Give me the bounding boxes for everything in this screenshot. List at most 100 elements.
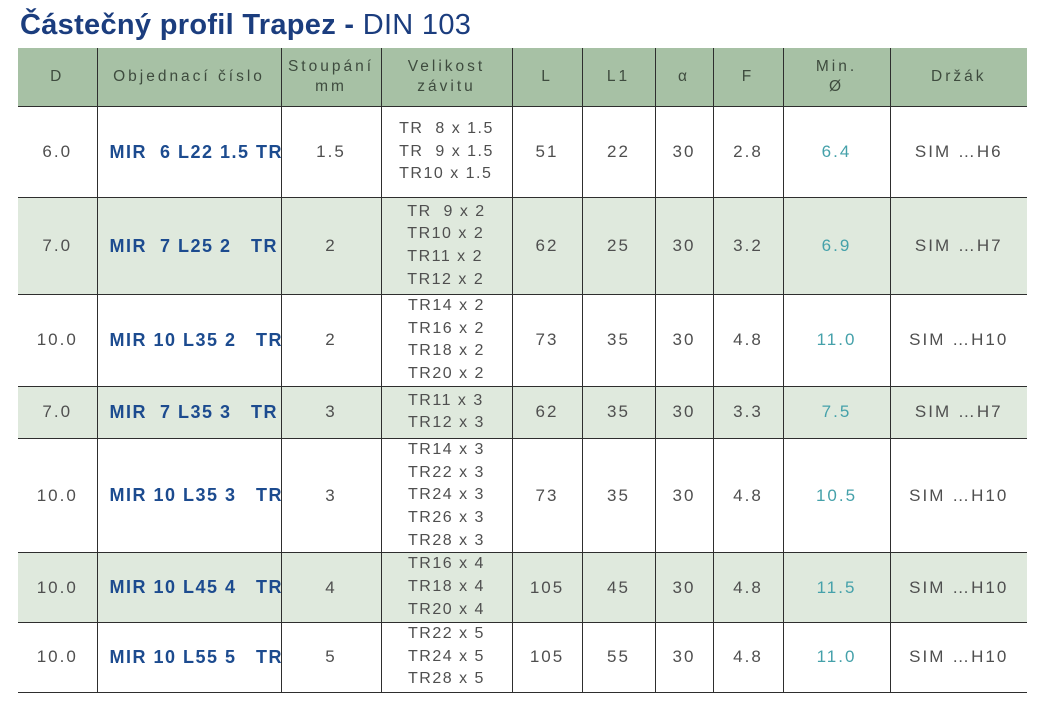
cell-holder: SIM …H10 — [889, 552, 1027, 623]
col-header-alpha: α — [654, 48, 714, 107]
thread-size: TR22 x 3 — [408, 463, 485, 481]
cell-l: 51 — [511, 106, 583, 198]
cell-d: 10.0 — [18, 437, 98, 554]
thread-size-list: TR11 x 3 TR12 x 3 — [408, 390, 485, 435]
cell-order-number: MIR 10 L35 3 TR — [96, 437, 282, 554]
cell-f: 2.8 — [712, 106, 784, 198]
cell-l: 73 — [511, 437, 583, 554]
cell-l1: 22 — [581, 106, 656, 198]
cell-l: 105 — [511, 552, 583, 623]
col-header-min-line1: Min. — [815, 57, 858, 75]
col-header-min-line2: Ø — [828, 78, 845, 95]
cell-l: 62 — [511, 197, 583, 295]
thread-size: TR 8 x 1.5 — [399, 119, 494, 137]
thread-size-list: TR 8 x 1.5 TR 9 x 1.5 TR10 x 1.5 — [399, 118, 494, 186]
cell-min-diameter: 6.9 — [782, 197, 891, 295]
thread-size: TR18 x 4 — [408, 578, 485, 596]
thread-size: TR24 x 3 — [408, 486, 485, 504]
page-title: Částečný profil Trapez - DIN 103 — [20, 9, 1049, 42]
cell-alpha: 30 — [654, 437, 714, 554]
cell-d: 7.0 — [18, 197, 98, 295]
thread-size-list: TR14 x 3 TR22 x 3 TR24 x 3 TR26 x 3 TR28 x 3 — [408, 439, 485, 553]
cell-holder: SIM …H10 — [889, 621, 1027, 693]
cell-thread-sizes: TR16 x 4 TR18 x 4 TR20 x 4 — [380, 552, 513, 623]
col-header-l: L — [511, 48, 583, 107]
cell-thread-sizes: TR14 x 2 TR16 x 2 TR18 x 2 TR20 x 2 — [380, 294, 513, 387]
cell-alpha: 30 — [654, 621, 714, 693]
col-header-thread-size-line2: závitu — [417, 78, 476, 95]
col-header-f: F — [712, 48, 784, 107]
thread-size: TR16 x 4 — [408, 555, 485, 573]
thread-size: TR14 x 2 — [408, 297, 485, 314]
thread-size-list: TR 9 x 2 TR10 x 2 TR11 x 2 TR12 x 2 — [407, 201, 485, 292]
cell-min-diameter: 11.0 — [782, 294, 891, 387]
thread-size: TR12 x 3 — [408, 414, 485, 432]
col-header-holder: Držák — [889, 48, 1027, 107]
cell-thread-sizes: TR11 x 3 TR12 x 3 — [380, 385, 513, 439]
cell-l1: 45 — [581, 552, 656, 623]
cell-d: 6.0 — [18, 106, 98, 198]
col-header-pitch: Stoupání mm — [280, 48, 382, 107]
cell-d: 10.0 — [18, 552, 98, 623]
thread-size: TR24 x 5 — [408, 647, 485, 665]
cell-alpha: 30 — [654, 552, 714, 623]
table-row: 7.0 MIR 7 L35 3 TR 3 TR11 x 3 TR12 x 3 62… — [18, 385, 1027, 439]
thread-size: TR 9 x 1.5 — [399, 142, 494, 160]
cell-pitch: 1.5 — [280, 106, 382, 198]
cell-order-number: MIR 7 L25 2 TR — [96, 197, 282, 295]
thread-size: TR20 x 4 — [408, 600, 485, 618]
thread-size-list: TR14 x 2 TR16 x 2 TR18 x 2 TR20 x 2 — [408, 295, 485, 386]
cell-thread-sizes: TR14 x 3 TR22 x 3 TR24 x 3 TR26 x 3 TR28 x 3 — [380, 437, 513, 554]
cell-pitch: 3 — [280, 385, 382, 439]
table-header-row: D Objednací číslo Stoupání mm Velikost záv… — [18, 48, 1027, 107]
cell-holder: SIM …H7 — [889, 385, 1027, 439]
cell-alpha: 30 — [654, 106, 714, 198]
cell-l1: 55 — [581, 621, 656, 693]
cell-order-number: MIR 10 L45 4 TR — [96, 552, 282, 623]
col-header-d: D — [18, 48, 98, 107]
cell-holder: SIM …H10 — [889, 294, 1027, 387]
thread-size: TR11 x 2 — [407, 248, 484, 265]
col-header-min-diameter: Min. Ø — [782, 48, 891, 107]
thread-size-list: TR16 x 4 TR18 x 4 TR20 x 4 — [408, 553, 485, 621]
thread-size: TR18 x 2 — [408, 342, 485, 360]
cell-min-diameter: 6.4 — [782, 106, 891, 198]
thread-size: TR14 x 3 — [408, 440, 485, 458]
thread-size: TR22 x 5 — [408, 625, 485, 643]
cell-pitch: 2 — [280, 197, 382, 295]
thread-size: TR11 x 3 — [408, 391, 484, 409]
cell-pitch: 3 — [280, 437, 382, 554]
col-header-thread-size-line1: Velikost — [407, 57, 486, 75]
col-header-pitch-line2: mm — [315, 78, 347, 95]
cell-min-diameter: 11.5 — [782, 552, 891, 623]
cell-holder: SIM …H10 — [889, 437, 1027, 554]
thread-size: TR26 x 3 — [408, 509, 485, 527]
cell-alpha: 30 — [654, 197, 714, 295]
cell-f: 4.8 — [712, 294, 784, 387]
cell-l: 62 — [511, 385, 583, 439]
cell-pitch: 5 — [280, 621, 382, 693]
cell-order-number: MIR 6 L22 1.5 TR — [96, 106, 282, 198]
cell-alpha: 30 — [654, 385, 714, 439]
cell-f: 4.8 — [712, 437, 784, 554]
table-row: 7.0 MIR 7 L25 2 TR 2 TR 9 x 2 TR10 x 2 TR1… — [18, 197, 1027, 295]
cell-min-diameter: 11.0 — [782, 621, 891, 693]
cell-f: 3.2 — [712, 197, 784, 295]
thread-size: TR16 x 2 — [408, 319, 485, 337]
cell-thread-sizes: TR22 x 5 TR24 x 5 TR28 x 5 — [380, 621, 513, 693]
cell-holder: SIM …H6 — [889, 106, 1027, 198]
cell-order-number: MIR 7 L35 3 TR — [96, 385, 282, 439]
cell-l1: 35 — [581, 385, 656, 439]
cell-l: 73 — [511, 294, 583, 387]
thread-size: TR10 x 1.5 — [399, 165, 493, 183]
cell-d: 7.0 — [18, 385, 98, 439]
cell-l: 105 — [511, 621, 583, 693]
table-row: 6.0 MIR 6 L22 1.5 TR 1.5 TR 8 x 1.5 TR 9 … — [18, 106, 1027, 198]
col-header-l1: L1 — [581, 48, 656, 107]
cell-l1: 35 — [581, 437, 656, 554]
cell-pitch: 4 — [280, 552, 382, 623]
cell-holder: SIM …H7 — [889, 197, 1027, 295]
product-table: D Objednací číslo Stoupání mm Velikost záv… — [18, 48, 1027, 693]
